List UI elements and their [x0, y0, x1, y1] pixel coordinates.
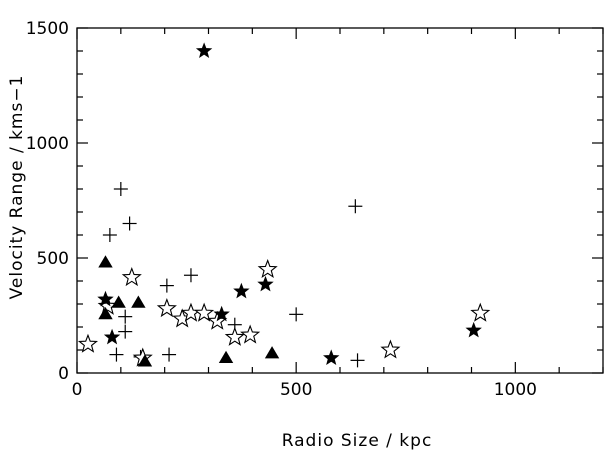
filled-star-marker: [233, 282, 250, 299]
plus-marker: [118, 324, 133, 339]
open-star-marker: [224, 326, 245, 346]
plus-marker: [348, 199, 363, 214]
plus-marker: [183, 268, 198, 283]
tick-marks: [76, 27, 604, 374]
plus-marker: [109, 347, 124, 362]
open-star-marker: [257, 258, 278, 279]
open-star-marker: [121, 266, 142, 287]
plus-marker: [159, 278, 174, 293]
x-axis-label: Radio Size / kpc: [282, 431, 433, 451]
y-tick-label: 500: [37, 249, 69, 269]
filled-triangle-marker: [111, 295, 126, 308]
open-star-marker: [380, 339, 401, 359]
open-star-marker: [77, 333, 99, 353]
filled-triangle-marker: [218, 350, 234, 363]
filled-star-marker: [103, 328, 121, 345]
x-tick-label: 0: [72, 380, 83, 400]
filled-star-marker: [465, 321, 482, 338]
filled-triangle-marker: [264, 346, 280, 359]
open-star-marker: [194, 302, 215, 322]
filled-star-marker: [323, 349, 340, 366]
y-axis-label: Velocity Range / kms−1: [7, 75, 27, 300]
filled-triangle-marker: [98, 255, 113, 268]
filled-star-marker: [257, 275, 274, 292]
y-tick-label: 1000: [26, 134, 69, 154]
plus-marker: [289, 307, 304, 322]
plus-marker: [350, 353, 365, 368]
data-points: [77, 42, 491, 368]
open-star-marker: [156, 298, 177, 318]
plot-frame: [76, 27, 604, 374]
plus-marker: [118, 309, 133, 324]
filled-triangle-marker: [137, 354, 153, 367]
plus-marker: [113, 182, 128, 196]
open-star-marker: [470, 302, 491, 322]
filled-star-marker: [195, 42, 213, 58]
x-tick-label: 1000: [494, 380, 537, 400]
x-tick-label: 500: [280, 380, 312, 400]
y-tick-label: 1500: [26, 19, 69, 39]
plus-marker: [102, 228, 117, 242]
y-tick-label: 0: [58, 364, 69, 384]
open-star-marker: [240, 324, 261, 344]
filled-star-marker: [213, 305, 230, 322]
plus-marker: [162, 347, 177, 362]
plus-marker: [122, 216, 137, 231]
filled-triangle-marker: [98, 307, 113, 320]
filled-triangle-marker: [131, 295, 146, 308]
axes: [76, 27, 604, 374]
tick-labels: 0 500 1000 0 500 1000 1500: [26, 19, 537, 400]
filled-star-marker: [97, 290, 114, 307]
